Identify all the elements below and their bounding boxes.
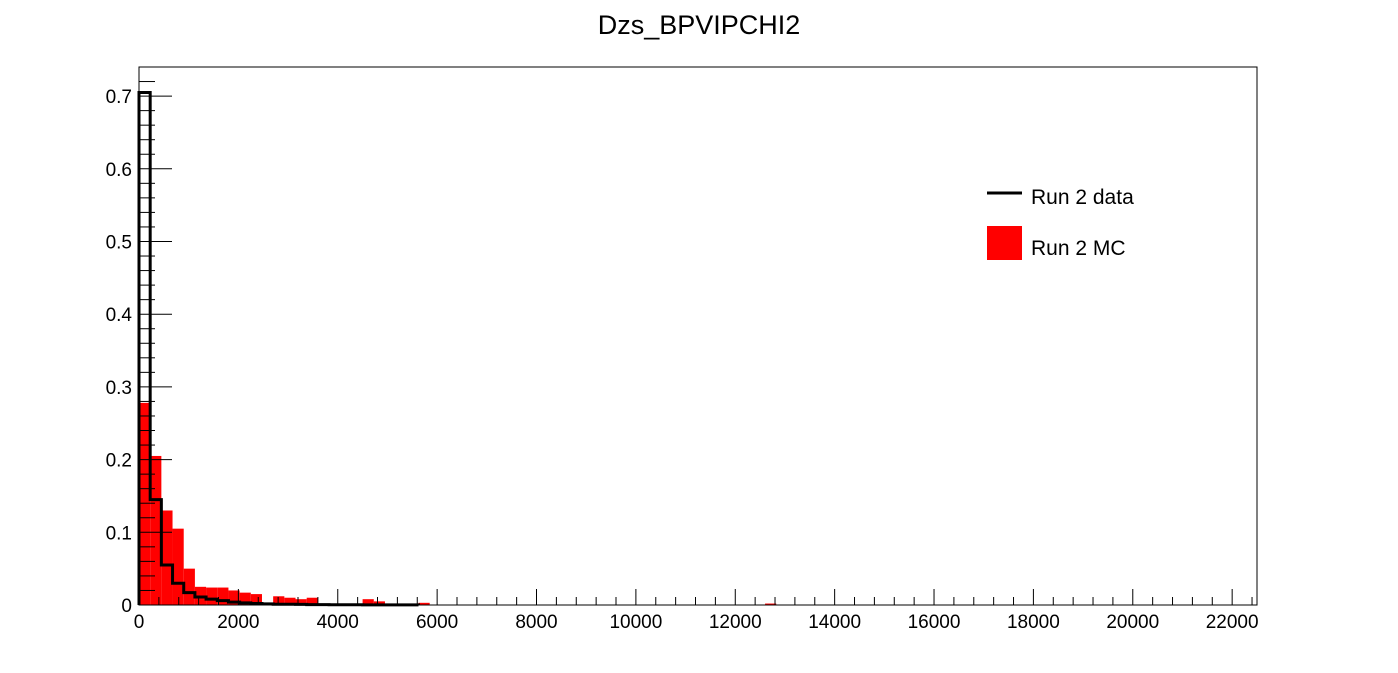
mc-bar [765, 603, 777, 605]
data-step-line [137, 90, 420, 607]
y-tick-label: 0.5 [106, 232, 132, 253]
legend-mc-swatch [987, 226, 1022, 260]
y-tick-label: 0.1 [106, 523, 132, 544]
x-tick-label: 2000 [217, 612, 259, 633]
x-tick-label: 0 [134, 612, 145, 633]
mc-bar [172, 528, 184, 605]
y-tick-label: 0 [121, 596, 132, 617]
x-tick-label: 20000 [1106, 612, 1159, 633]
mc-bar [306, 597, 318, 605]
mc-bar [273, 596, 285, 605]
mc-bar [217, 587, 229, 605]
chart-title: Dzs_BPVIPCHI2 [598, 10, 801, 40]
mc-bar [150, 455, 162, 605]
mc-bar [295, 599, 307, 605]
mc-bar [228, 590, 240, 605]
mc-bar [206, 587, 218, 605]
mc-bar [161, 510, 173, 605]
mc-bar [373, 601, 385, 605]
x-tick-label: 22000 [1206, 612, 1259, 633]
mc-bar [284, 597, 296, 605]
mc-bar [183, 568, 195, 605]
mc-histogram [139, 402, 777, 605]
mc-bar [362, 599, 374, 605]
y-tick-label: 0.3 [106, 378, 132, 399]
y-tick-label: 0.7 [106, 87, 132, 108]
y-axis: 0 0.1 0.2 0.3 0.4 0.5 0.6 0.7 [106, 66, 172, 617]
legend-data-label: Run 2 data [1031, 186, 1134, 209]
x-tick-label: 16000 [908, 612, 961, 633]
x-tick-label: 12000 [709, 612, 762, 633]
x-tick-label: 10000 [609, 612, 662, 633]
x-tick-label: 8000 [515, 612, 557, 633]
x-tick-label: 18000 [1007, 612, 1060, 633]
mc-bar [239, 592, 251, 605]
legend: Run 2 data Run 2 MC [987, 186, 1134, 260]
y-tick-label: 0.6 [106, 160, 132, 181]
legend-mc-label: Run 2 MC [1031, 237, 1126, 260]
y-tick-label: 0.4 [106, 305, 133, 326]
mc-bar [418, 602, 430, 605]
x-tick-label: 6000 [416, 612, 458, 633]
mc-bar [139, 402, 151, 605]
y-tick-label: 0.2 [106, 451, 132, 472]
plot-frame [138, 66, 1258, 606]
x-axis: 0 2000 4000 6000 8000 10000 12000 14000 16000 180… [134, 589, 1259, 633]
x-tick-label: 4000 [317, 612, 359, 633]
mc-bar [250, 594, 262, 605]
x-tick-label: 14000 [808, 612, 861, 633]
